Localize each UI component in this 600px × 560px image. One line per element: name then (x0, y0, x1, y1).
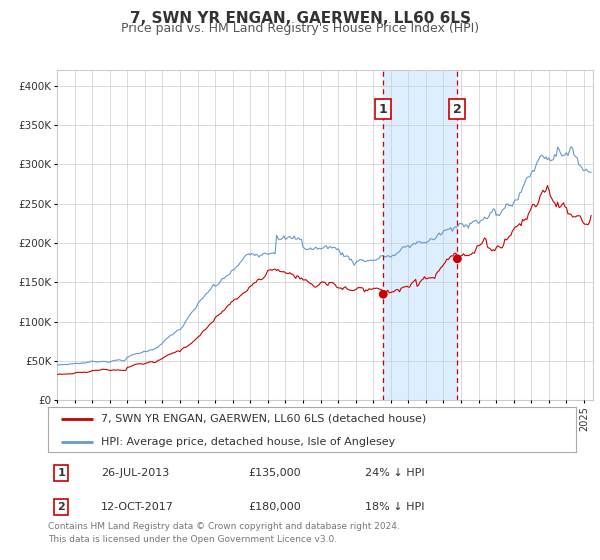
Bar (383, 70, 457, 400)
Text: 2: 2 (58, 502, 65, 512)
Point (452, 254, 462, 263)
Point (379, 290, 388, 298)
Text: £135,000: £135,000 (248, 468, 301, 478)
Text: 24% ↓ HPI: 24% ↓ HPI (365, 468, 424, 478)
Text: 1: 1 (58, 468, 65, 478)
Text: 2: 2 (453, 103, 462, 116)
Text: Contains HM Land Registry data © Crown copyright and database right 2024.
This d: Contains HM Land Registry data © Crown c… (48, 522, 400, 544)
Text: 1: 1 (379, 103, 388, 116)
Text: £180,000: £180,000 (248, 502, 301, 512)
Text: 7, SWN YR ENGAN, GAERWEN, LL60 6LS (detached house): 7, SWN YR ENGAN, GAERWEN, LL60 6LS (deta… (101, 414, 426, 424)
Text: HPI: Average price, detached house, Isle of Anglesey: HPI: Average price, detached house, Isle… (101, 437, 395, 447)
Text: 26-JUL-2013: 26-JUL-2013 (101, 468, 169, 478)
Text: 18% ↓ HPI: 18% ↓ HPI (365, 502, 424, 512)
Text: 12-OCT-2017: 12-OCT-2017 (101, 502, 173, 512)
Text: 7, SWN YR ENGAN, GAERWEN, LL60 6LS: 7, SWN YR ENGAN, GAERWEN, LL60 6LS (130, 11, 470, 26)
Text: Price paid vs. HM Land Registry's House Price Index (HPI): Price paid vs. HM Land Registry's House … (121, 22, 479, 35)
